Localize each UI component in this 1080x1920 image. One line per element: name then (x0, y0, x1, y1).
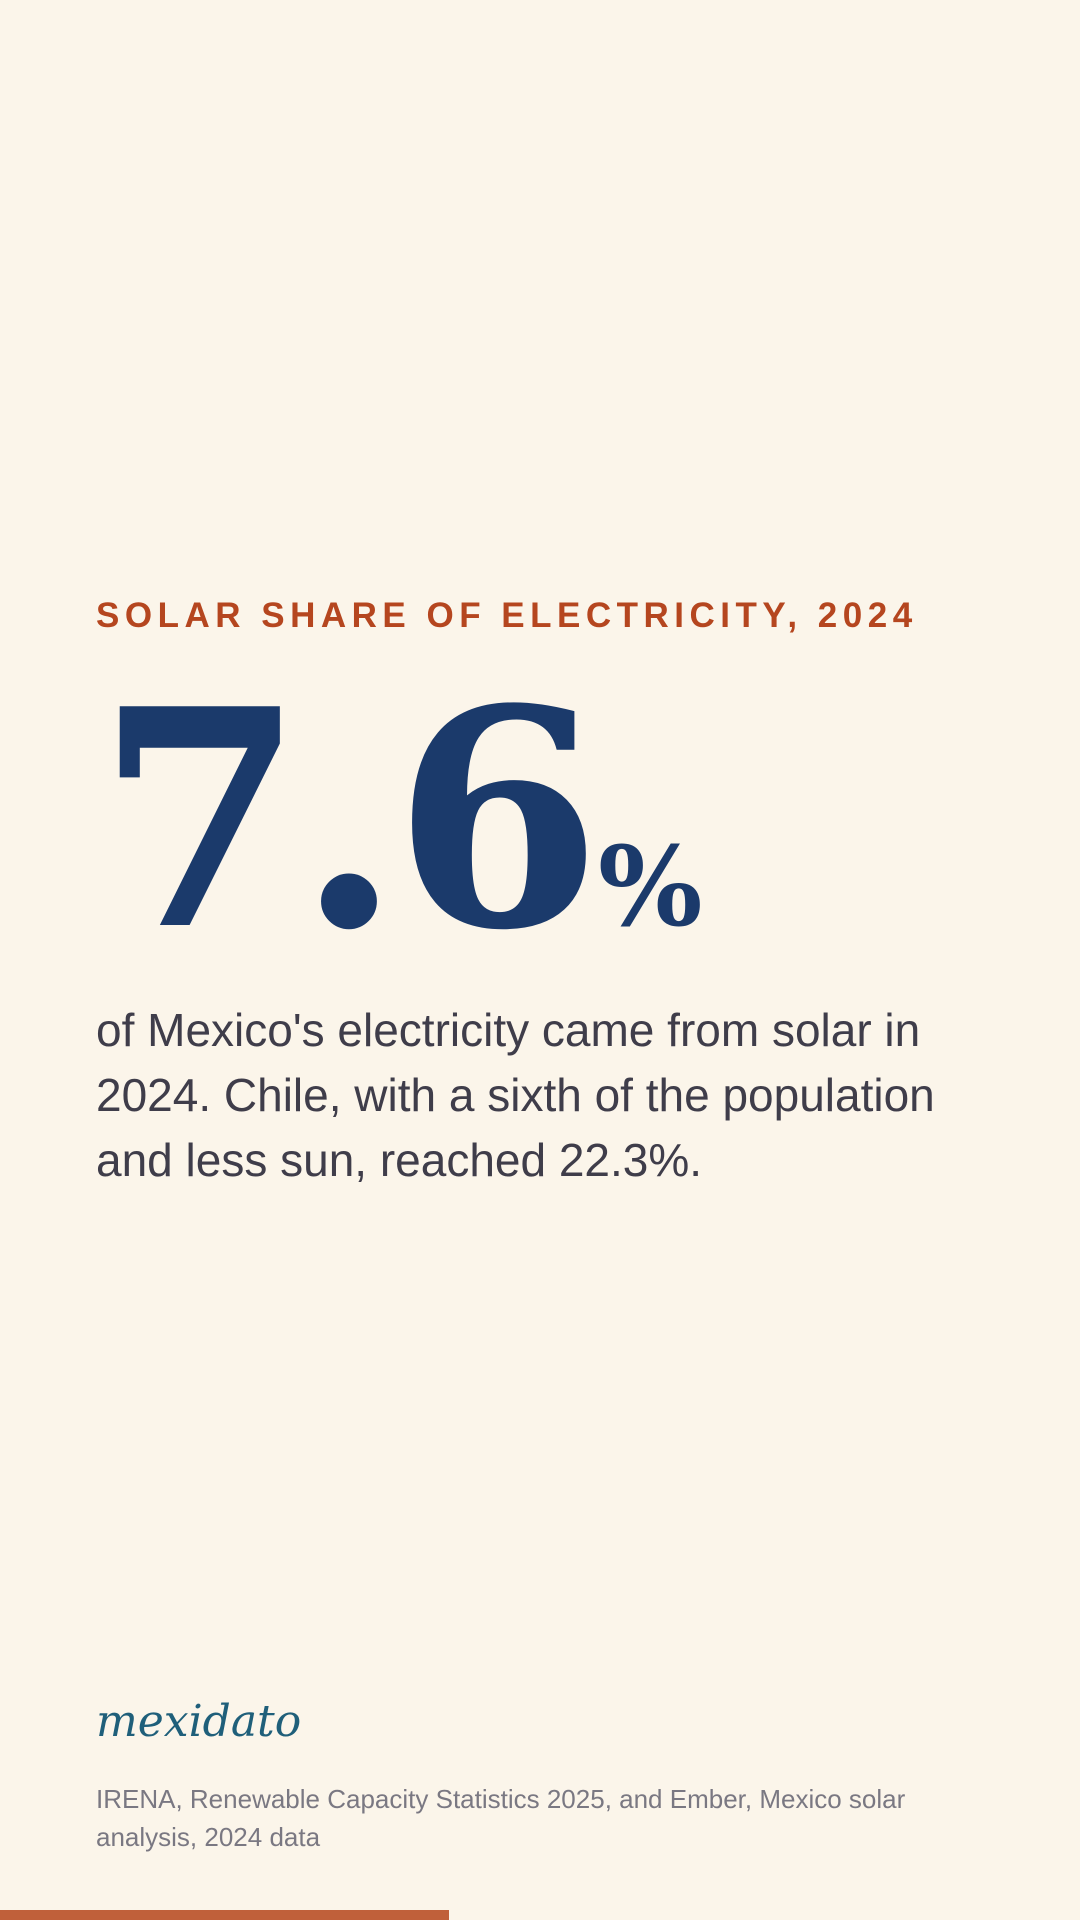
source-note: IRENA, Renewable Capacity Statistics 202… (96, 1784, 906, 1852)
stat-unit: % (597, 822, 703, 951)
headline-stat: 7.6 % (96, 650, 702, 990)
brand-logo: mexidato (96, 1696, 302, 1747)
stat-description: of Mexico's electricity came from solar … (96, 1004, 935, 1186)
kicker-heading: SOLAR SHARE OF ELECTRICITY, 2024 (96, 596, 918, 635)
stat-value: 7.6 (96, 643, 602, 996)
story-progress-fill (0, 1910, 450, 1920)
story-progress-bar (0, 1910, 1080, 1920)
